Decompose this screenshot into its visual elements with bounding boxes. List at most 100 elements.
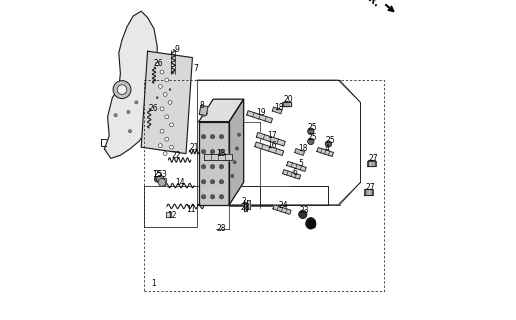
Polygon shape	[364, 189, 373, 195]
Circle shape	[219, 195, 224, 199]
Text: 25: 25	[308, 133, 317, 142]
Polygon shape	[295, 148, 304, 156]
Text: 17: 17	[268, 132, 277, 140]
Circle shape	[158, 179, 166, 186]
Text: 28: 28	[216, 224, 226, 233]
Polygon shape	[166, 212, 171, 217]
Circle shape	[160, 70, 164, 74]
Polygon shape	[282, 102, 291, 106]
Text: 15: 15	[152, 170, 162, 179]
Circle shape	[325, 141, 332, 147]
Circle shape	[117, 85, 127, 94]
Circle shape	[168, 100, 172, 104]
Circle shape	[201, 149, 206, 154]
Circle shape	[170, 145, 173, 149]
Text: 18: 18	[298, 144, 308, 153]
Circle shape	[237, 133, 241, 136]
Circle shape	[219, 134, 224, 139]
Circle shape	[233, 161, 236, 164]
Circle shape	[219, 180, 224, 184]
Polygon shape	[204, 154, 232, 160]
Text: 25: 25	[325, 136, 335, 145]
Circle shape	[219, 164, 224, 169]
Circle shape	[305, 219, 316, 229]
Polygon shape	[283, 102, 291, 106]
Circle shape	[165, 78, 169, 82]
Text: 4: 4	[325, 144, 329, 153]
Text: 5: 5	[299, 159, 303, 168]
Circle shape	[165, 137, 169, 141]
Polygon shape	[199, 122, 229, 205]
Circle shape	[201, 134, 206, 139]
Text: 22: 22	[172, 151, 181, 160]
Text: 6: 6	[293, 168, 297, 177]
Text: 7: 7	[193, 64, 198, 73]
Circle shape	[114, 114, 117, 117]
Circle shape	[201, 180, 206, 184]
Polygon shape	[283, 170, 301, 179]
Text: 28: 28	[240, 204, 250, 212]
Text: 14: 14	[175, 178, 184, 187]
Text: 21: 21	[189, 143, 199, 152]
Circle shape	[113, 81, 131, 99]
Polygon shape	[273, 205, 291, 214]
Text: 24: 24	[278, 201, 288, 210]
Text: 16: 16	[268, 141, 277, 150]
Circle shape	[155, 62, 159, 66]
Polygon shape	[244, 202, 247, 211]
Polygon shape	[317, 148, 333, 156]
Polygon shape	[365, 189, 372, 195]
Polygon shape	[199, 105, 208, 116]
Text: 9: 9	[175, 45, 180, 54]
Circle shape	[172, 71, 174, 73]
Circle shape	[165, 115, 169, 119]
Circle shape	[306, 218, 316, 227]
Polygon shape	[272, 107, 282, 114]
Polygon shape	[104, 11, 157, 158]
Circle shape	[308, 128, 314, 134]
Text: 26: 26	[153, 60, 163, 68]
Polygon shape	[256, 132, 285, 146]
Polygon shape	[247, 111, 272, 123]
Circle shape	[158, 144, 163, 148]
Circle shape	[231, 174, 234, 178]
Polygon shape	[247, 200, 250, 209]
Circle shape	[128, 130, 132, 133]
Text: 23: 23	[300, 206, 309, 215]
Circle shape	[169, 89, 171, 91]
Text: 13: 13	[216, 149, 226, 158]
Circle shape	[154, 176, 160, 182]
Text: 27: 27	[368, 154, 378, 163]
Circle shape	[219, 149, 224, 154]
Circle shape	[211, 134, 215, 139]
Text: 3: 3	[161, 170, 166, 179]
Text: 11: 11	[186, 205, 196, 214]
Text: 8: 8	[200, 101, 204, 110]
Text: 1: 1	[152, 279, 156, 288]
Text: 26: 26	[148, 104, 158, 113]
Polygon shape	[286, 162, 306, 171]
Text: 10: 10	[308, 221, 317, 230]
Text: FR.: FR.	[361, 0, 381, 10]
Circle shape	[211, 195, 215, 199]
Circle shape	[201, 164, 206, 169]
Text: 27: 27	[365, 183, 375, 192]
Circle shape	[235, 147, 238, 150]
Polygon shape	[368, 160, 375, 166]
Circle shape	[160, 129, 164, 133]
Text: 20: 20	[284, 95, 293, 104]
Circle shape	[160, 107, 164, 111]
Circle shape	[158, 84, 163, 88]
Circle shape	[135, 101, 138, 104]
Polygon shape	[255, 142, 284, 156]
Circle shape	[201, 195, 206, 199]
Text: 2: 2	[241, 197, 246, 206]
Polygon shape	[160, 178, 167, 184]
Circle shape	[156, 97, 158, 99]
Text: 18: 18	[274, 103, 284, 112]
Text: 12: 12	[167, 212, 176, 220]
Polygon shape	[229, 99, 244, 205]
Polygon shape	[199, 99, 244, 122]
Text: 19: 19	[256, 108, 265, 117]
Circle shape	[308, 138, 314, 145]
